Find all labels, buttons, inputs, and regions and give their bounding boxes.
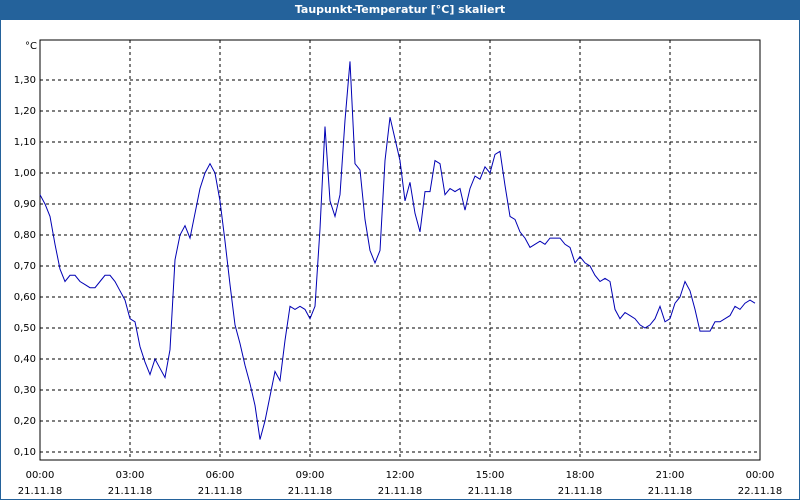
x-tick-date: 21.11.18 [108, 486, 153, 497]
y-tick-label: 0,30 [14, 385, 36, 396]
x-tick-date: 21.11.18 [288, 486, 333, 497]
x-tick-date: 21.11.18 [18, 486, 63, 497]
x-tick-label: 00:00 [746, 470, 775, 481]
y-tick-label: 0,70 [14, 261, 36, 272]
x-tick-date: 22.11.18 [738, 486, 783, 497]
data-line [39, 61, 756, 440]
title-bar: Taupunkt-Temperatur [°C] skaliert [0, 0, 800, 20]
x-tick-label: 09:00 [296, 470, 325, 481]
y-tick-label: 0,60 [14, 292, 36, 303]
y-axis-unit: °C [25, 41, 37, 52]
y-tick-label: 0,40 [14, 354, 36, 365]
x-tick-label: 21:00 [656, 470, 685, 481]
y-tick-label: 1,30 [14, 75, 36, 86]
x-tick-date: 21.11.18 [648, 486, 693, 497]
plot-frame [39, 39, 761, 461]
x-tick-date: 21.11.18 [378, 486, 423, 497]
y-tick-label: 0,90 [14, 199, 36, 210]
y-tick-label: 1,20 [14, 106, 36, 117]
x-tick-label: 12:00 [386, 470, 415, 481]
x-tick-date: 21.11.18 [198, 486, 243, 497]
x-tick-date: 21.11.18 [558, 486, 603, 497]
x-tick-label: 06:00 [206, 470, 235, 481]
x-tick-label: 15:00 [476, 470, 505, 481]
y-tick-label: 1,10 [14, 137, 36, 148]
y-tick-label: 0,10 [14, 447, 36, 458]
x-tick-date: 21.11.18 [468, 486, 513, 497]
x-tick-label: 00:00 [26, 470, 55, 481]
y-tick-label: 0,50 [14, 323, 36, 334]
y-tick-label: 0,80 [14, 230, 36, 241]
x-tick-label: 18:00 [566, 470, 595, 481]
y-tick-label: 1,00 [14, 168, 36, 179]
y-tick-label: 0,20 [14, 416, 36, 427]
x-tick-label: 03:00 [116, 470, 145, 481]
